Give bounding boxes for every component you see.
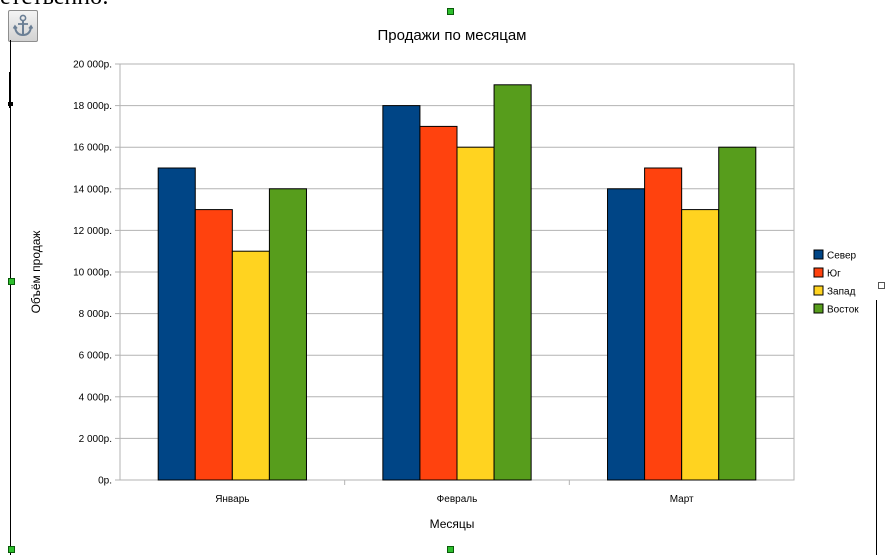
bar xyxy=(231,250,270,481)
y-tick-label: 4 000р. xyxy=(79,392,112,403)
y-tick-label: 16 000р. xyxy=(73,143,112,154)
legend-label: Север xyxy=(827,251,857,262)
bar xyxy=(681,209,720,481)
x-tick-label: Март xyxy=(670,494,694,505)
selection-handle-bottom-left[interactable] xyxy=(8,546,15,553)
bar xyxy=(456,146,495,481)
bar xyxy=(268,188,307,481)
anchor-icon xyxy=(12,14,34,37)
frame-right-border xyxy=(876,300,877,555)
y-tick-label: 10 000р. xyxy=(73,268,112,279)
chart-title: Продажи по месяцам xyxy=(378,27,527,44)
legend-swatch xyxy=(813,285,824,296)
legend-label: Юг xyxy=(827,269,841,280)
legend-swatch xyxy=(813,303,824,314)
x-tick-label: Январь xyxy=(215,494,249,505)
legend-label: Восток xyxy=(827,305,859,316)
x-tick-label: Февраль xyxy=(437,494,478,505)
legend: Север Юг Запад Восток xyxy=(813,249,859,316)
bar xyxy=(157,167,196,481)
legend-swatch xyxy=(813,249,824,260)
y-tick-label: 2 000р. xyxy=(79,434,112,445)
selection-handle-left[interactable] xyxy=(8,278,15,285)
y-tick-label: 0р. xyxy=(98,476,112,487)
x-axis-ticks: Январь Февраль Март xyxy=(215,480,694,505)
y-tick-label: 6 000р. xyxy=(79,351,112,362)
legend-swatch xyxy=(813,267,824,278)
anchor-button[interactable] xyxy=(8,10,38,42)
selection-handle-top[interactable] xyxy=(447,8,454,15)
selection-handle-bottom[interactable] xyxy=(447,546,454,553)
bar xyxy=(493,84,532,481)
bar xyxy=(382,105,421,481)
document-text-line: етственно: xyxy=(0,0,109,11)
bar xyxy=(718,146,757,481)
x-axis-title: Месяцы xyxy=(430,517,475,531)
bars xyxy=(157,84,757,481)
bar xyxy=(419,125,458,481)
bar xyxy=(607,188,646,481)
y-axis-ticks: 0р. 2 000р. 4 000р. 6 000р. 8 000р. 10 000р. 1… xyxy=(73,60,120,487)
y-axis-title: Объём продаж xyxy=(29,231,43,314)
frame-left-border xyxy=(10,40,11,555)
y-tick-label: 20 000р. xyxy=(73,60,112,71)
y-tick-label: 8 000р. xyxy=(79,309,112,320)
legend-label: Запад xyxy=(827,287,856,298)
y-tick-label: 12 000р. xyxy=(73,226,112,237)
bar xyxy=(644,167,683,481)
bar xyxy=(194,209,233,481)
selection-handle-right[interactable] xyxy=(878,282,885,289)
y-tick-label: 14 000р. xyxy=(73,184,112,195)
y-tick-label: 18 000р. xyxy=(73,101,112,112)
